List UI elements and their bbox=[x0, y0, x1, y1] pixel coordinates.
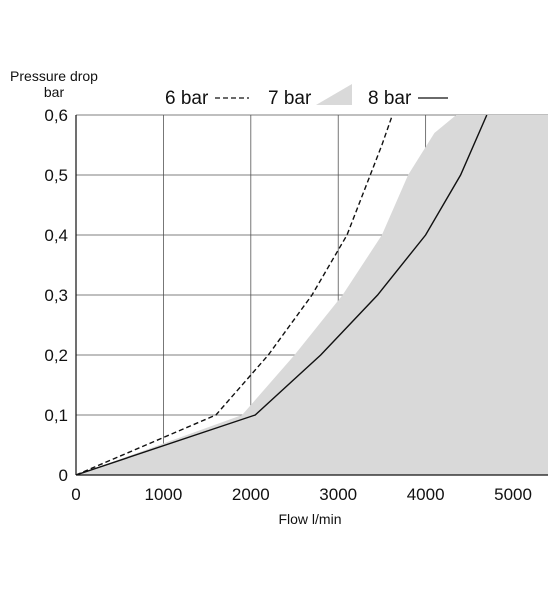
x-tick-label: 5000 bbox=[494, 485, 532, 504]
y-tick-label: 0,6 bbox=[44, 106, 68, 125]
y-tick-label: 0 bbox=[59, 466, 68, 485]
x-tick-label: 4000 bbox=[407, 485, 445, 504]
x-axis-label: Flow l/min bbox=[278, 511, 341, 527]
y-axis-label: Pressure drop bar bbox=[4, 68, 104, 100]
x-tick-label: 3000 bbox=[319, 485, 357, 504]
legend-swatch-area bbox=[316, 84, 352, 105]
legend-label: 8 bar bbox=[368, 88, 412, 109]
y-axis-label-line2: bar bbox=[43, 84, 65, 100]
y-tick-label: 0,2 bbox=[44, 346, 68, 365]
plot-frame bbox=[75, 115, 548, 476]
series-7-bar-area bbox=[76, 115, 548, 475]
y-tick-label: 0,1 bbox=[44, 406, 68, 425]
series-8-bar-line bbox=[76, 115, 488, 475]
legend-label: 6 bar bbox=[165, 88, 209, 109]
y-tick-label: 0,3 bbox=[44, 286, 68, 305]
series-6-bar-line bbox=[76, 115, 394, 475]
y-tick-label: 0,4 bbox=[44, 226, 68, 245]
legend: 6 bar 7 bar 8 bar bbox=[165, 84, 448, 109]
x-tick-label: 0 bbox=[71, 485, 80, 504]
series-line-layer bbox=[76, 115, 488, 475]
tick-labels: 0 1000 2000 3000 4000 5000 0 0,1 0,2 0,3 0,4 0,5 0,6 bbox=[44, 106, 532, 504]
y-axis-label-line1: Pressure drop bbox=[10, 68, 98, 84]
x-tick-label: 1000 bbox=[144, 485, 182, 504]
series-area-layer bbox=[76, 115, 548, 475]
x-tick-label: 2000 bbox=[232, 485, 270, 504]
y-tick-label: 0,5 bbox=[44, 166, 68, 185]
legend-label: 7 bar bbox=[268, 88, 312, 109]
